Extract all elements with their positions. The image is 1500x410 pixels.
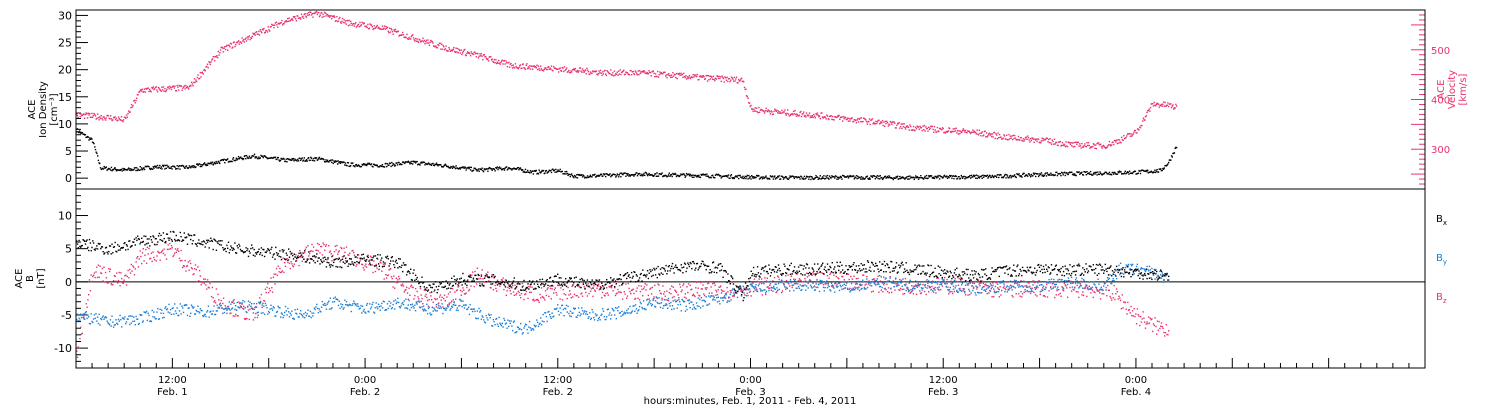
y-axis-label-velocity: ACE Velocity [km/s] <box>1436 70 1469 109</box>
y-tick-label-right: 500 <box>1431 46 1450 57</box>
magnetic-field-panel: -10 -5 0 5 10 ACE B [nT] Bx By Bz <box>14 188 1447 369</box>
y-tick-label-right: 400 <box>1431 96 1450 107</box>
series-velocity <box>76 10 1178 150</box>
svg-text:Velocity: Velocity <box>1447 70 1458 109</box>
legend-by: By <box>1436 253 1447 266</box>
y-tick-label-right: 300 <box>1431 145 1450 156</box>
svg-text:B: B <box>25 275 36 282</box>
series-bz <box>76 242 1170 358</box>
x-tick-date: Feb. 3 <box>928 387 958 398</box>
y-axis-label-b: ACE B [nT] <box>14 268 47 288</box>
svg-text:ACE: ACE <box>1436 80 1447 100</box>
x-tick-time: 12:00 <box>158 375 187 386</box>
x-tick-date: Feb. 1 <box>157 387 187 398</box>
y-tick-label: 0 <box>65 276 72 289</box>
svg-text:ACE: ACE <box>27 100 38 120</box>
y-axis-label-density: ACE Ion Density [cm⁻³] <box>27 81 60 138</box>
y-tick-label: -5 <box>61 309 72 322</box>
x-axis-title: hours:minutes, Feb. 1, 2011 - Feb. 4, 20… <box>644 396 857 407</box>
y-tick-label-left: 30 <box>58 9 72 22</box>
y-tick-label-left: 15 <box>58 91 72 104</box>
x-tick-date: Feb. 4 <box>1121 387 1151 398</box>
x-tick-time: 0:00 <box>1125 375 1147 386</box>
legend-bx: Bx <box>1436 214 1447 227</box>
svg-text:[cm⁻³]: [cm⁻³] <box>49 93 60 125</box>
svg-text:[km/s]: [km/s] <box>1458 73 1469 105</box>
y-tick-label-left: 20 <box>58 64 72 77</box>
svg-text:[nT]: [nT] <box>36 268 47 288</box>
y-tick-label: -10 <box>54 342 72 355</box>
svg-text:ACE: ACE <box>14 269 25 289</box>
x-tick-time: 12:00 <box>543 375 572 386</box>
y-tick-label-left: 5 <box>65 145 72 158</box>
top-panel-frame <box>75 9 1426 190</box>
y-tick-label-left: 25 <box>58 37 72 50</box>
svg-text:Ion Density: Ion Density <box>38 81 49 138</box>
x-tick-time: 12:00 <box>929 375 958 386</box>
x-tick-date: Feb. 2 <box>350 387 380 398</box>
y-tick-label: 5 <box>65 243 72 256</box>
y-tick-label-left: 0 <box>65 172 72 185</box>
legend-bz: Bz <box>1436 292 1447 305</box>
x-tick-date: Feb. 2 <box>543 387 573 398</box>
series-bx <box>76 230 1170 302</box>
y-tick-label: 10 <box>58 210 72 223</box>
y-tick-label-left: 10 <box>58 118 72 131</box>
x-tick-time: 0:00 <box>354 375 376 386</box>
x-tick-time: 0:00 <box>739 375 761 386</box>
series-ion-density <box>76 128 1178 181</box>
x-tick-date: Feb. 3 <box>735 387 765 398</box>
